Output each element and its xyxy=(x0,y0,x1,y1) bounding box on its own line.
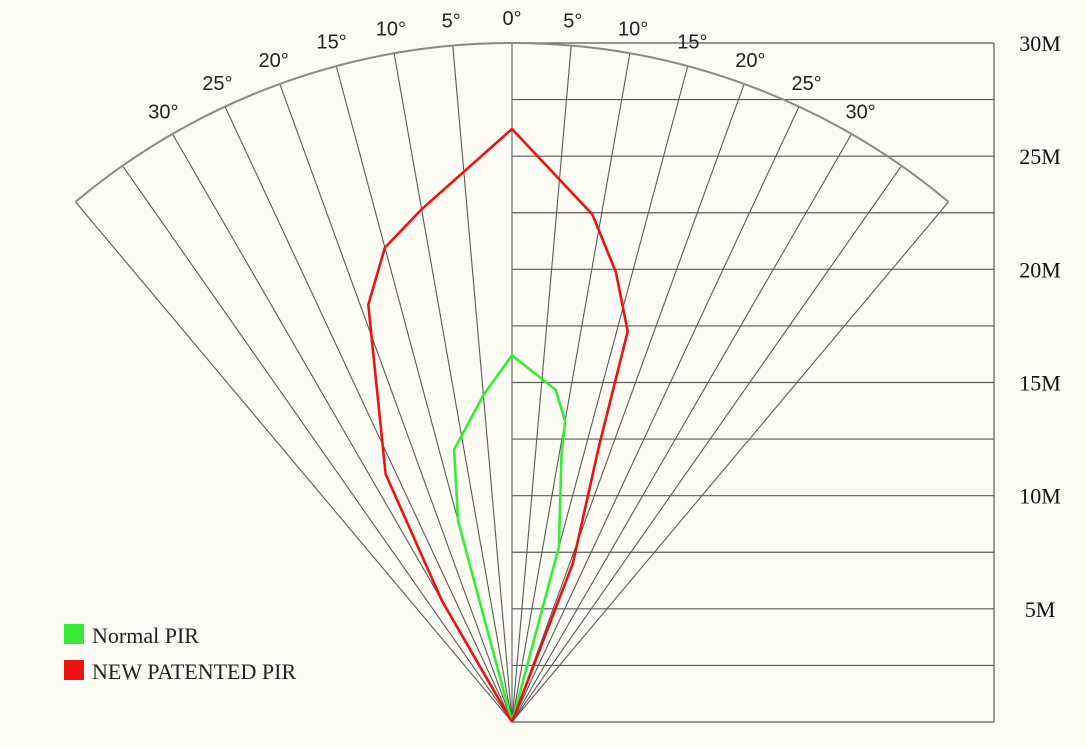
angle-ray xyxy=(224,106,513,723)
angle-tick-label: 15° xyxy=(316,32,346,54)
angle-ray xyxy=(122,165,513,723)
angle-tick-label: 25° xyxy=(202,73,232,95)
angle-tick-label: 10° xyxy=(376,19,406,41)
angle-ray xyxy=(511,83,745,723)
angle-tick-label: 30° xyxy=(148,101,178,123)
angle-ray xyxy=(452,45,513,723)
labels-group: 30° 25° 20° 15° 10° 5° 0° 5° 10° 15° 20° 25° 30° 5M 10… xyxy=(148,8,1061,622)
series-line-new-patented-pir xyxy=(367,127,629,723)
angle-tick-label: 10° xyxy=(618,19,648,41)
distance-label: 15M xyxy=(1019,371,1061,396)
angle-ray xyxy=(75,201,513,723)
outer-arc xyxy=(74,42,950,203)
legend-swatch-new-patented-pir xyxy=(64,660,84,680)
legend-label-normal-pir: Normal PIR xyxy=(92,623,199,648)
angle-tick-label: 30° xyxy=(845,101,875,123)
angle-ray xyxy=(511,53,631,723)
angle-ray xyxy=(393,53,513,723)
legend-label-new-patented-pir: NEW PATENTED PIR xyxy=(92,659,296,684)
angle-ray xyxy=(511,165,902,723)
angle-tick-label: 5° xyxy=(442,11,461,33)
distance-label: 5M xyxy=(1025,597,1056,622)
distance-label: 10M xyxy=(1019,484,1061,509)
angle-ray xyxy=(279,83,513,723)
angle-ray xyxy=(511,106,800,723)
angle-ray xyxy=(511,133,852,723)
angle-tick-label: 0° xyxy=(502,8,521,30)
angle-ray xyxy=(511,45,572,723)
series-line-normal-pir xyxy=(452,354,567,723)
angle-tick-label: 25° xyxy=(791,73,821,95)
angle-tick-label: 5° xyxy=(563,11,582,33)
distance-label: 25M xyxy=(1019,144,1061,169)
angle-tick-label: 15° xyxy=(677,32,707,54)
angle-ray xyxy=(511,201,949,723)
distance-label: 30M xyxy=(1019,31,1061,56)
legend: Normal PIR NEW PATENTED PIR xyxy=(64,623,296,684)
legend-swatch-normal-pir xyxy=(64,624,84,644)
series-group xyxy=(367,127,629,723)
angle-tick-label: 20° xyxy=(258,50,288,72)
distance-label: 20M xyxy=(1019,257,1061,282)
angle-tick-label: 20° xyxy=(735,50,765,72)
